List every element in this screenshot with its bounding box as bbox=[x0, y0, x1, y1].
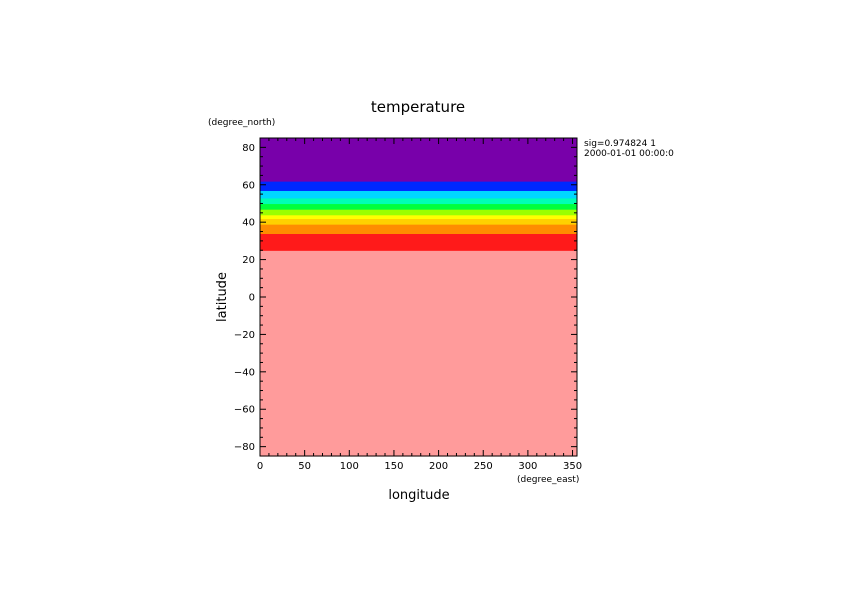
contour-band-0 bbox=[260, 250, 577, 457]
y-tick-label: 20 bbox=[242, 255, 255, 266]
contour-band-2 bbox=[260, 224, 577, 234]
x-tick-label: 300 bbox=[518, 461, 537, 472]
x-units-label: (degree_east) bbox=[517, 475, 579, 485]
contour-band-4 bbox=[260, 214, 577, 220]
x-axis-label: longitude bbox=[388, 488, 449, 503]
y-tick-label: 0 bbox=[249, 293, 255, 304]
x-tick-label: 200 bbox=[429, 461, 448, 472]
contour-band-1 bbox=[260, 233, 577, 251]
chart-title: temperature bbox=[371, 98, 465, 116]
contour-band-5 bbox=[260, 209, 577, 216]
contour-band-9 bbox=[260, 181, 577, 191]
y-tick-label: 80 bbox=[242, 143, 255, 154]
contour-bands bbox=[260, 138, 577, 457]
y-axis-label: latitude bbox=[215, 272, 230, 322]
contour-band-6 bbox=[260, 203, 577, 210]
x-tick-label: 150 bbox=[384, 461, 403, 472]
contour-band-10 bbox=[260, 138, 577, 182]
x-tick-label: 250 bbox=[474, 461, 493, 472]
y-tick-label: −40 bbox=[234, 367, 255, 378]
x-tick-label: 50 bbox=[298, 461, 311, 472]
y-tick-label: −80 bbox=[234, 442, 255, 453]
annotation-sig: sig=0.974824 1 bbox=[584, 139, 656, 149]
x-tick-label: 350 bbox=[563, 461, 582, 472]
x-tick-label: 100 bbox=[340, 461, 359, 472]
y-tick-label: −20 bbox=[234, 330, 255, 341]
y-tick-label: 40 bbox=[242, 218, 255, 229]
x-tick-label: 0 bbox=[257, 461, 263, 472]
contour-band-7 bbox=[260, 197, 577, 205]
plot-frame bbox=[259, 137, 578, 457]
y-units-label: (degree_north) bbox=[208, 118, 275, 128]
y-tick-label: −60 bbox=[234, 405, 255, 416]
y-tick-label: 60 bbox=[242, 180, 255, 191]
contour-band-3 bbox=[260, 218, 577, 225]
contour-band-8 bbox=[260, 190, 577, 199]
annotation-time: 2000-01-01 00:00:0 bbox=[584, 149, 674, 159]
